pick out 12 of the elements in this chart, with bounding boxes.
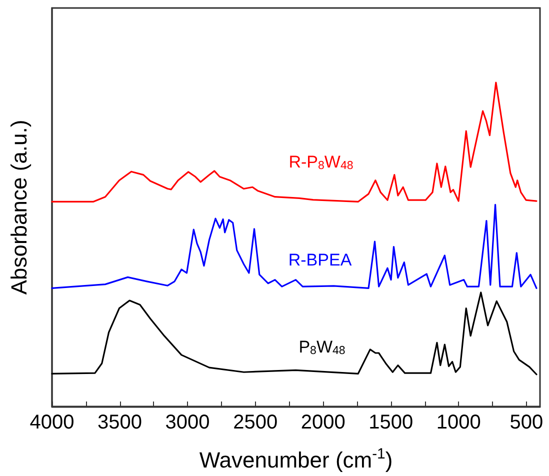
series-label: R-P8W48 xyxy=(288,152,354,172)
x-tick-label: 1500 xyxy=(368,411,414,434)
x-tick-label: 3000 xyxy=(165,411,210,434)
x-tick-label: 3500 xyxy=(98,411,142,434)
x-tick-label: 2000 xyxy=(300,411,346,434)
x-tick-label: 2500 xyxy=(233,411,278,434)
x-tick-label: 4000 xyxy=(30,411,74,434)
series-label: P8W48 xyxy=(298,338,346,357)
x-tick-label: 1000 xyxy=(436,411,481,434)
x-tick-label: 500 xyxy=(510,411,544,434)
y-axis-title: Absorbance (a.u.) xyxy=(6,120,32,295)
series-label: R-BPEA xyxy=(288,250,352,270)
